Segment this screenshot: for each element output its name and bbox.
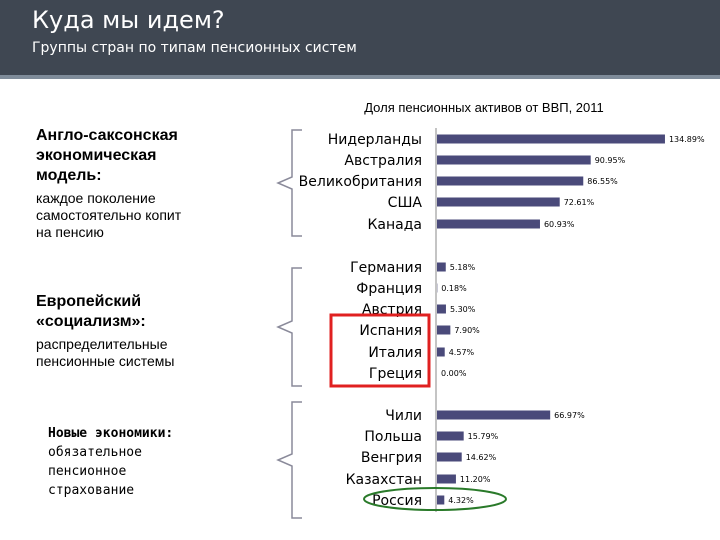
category-label: Чили	[385, 408, 422, 424]
bar	[437, 155, 591, 165]
category-label: Казахстан	[346, 472, 422, 488]
category-label: Польша	[364, 429, 422, 445]
category-label: Нидерланды	[328, 132, 422, 148]
group-title-line: Англо-саксонская	[36, 127, 178, 144]
group-title-line: экономическая	[36, 147, 157, 164]
group-desc-line: распределительные	[36, 336, 168, 352]
value-label: 60.93%	[544, 220, 575, 229]
value-label: 15.79%	[468, 432, 499, 441]
category-label: Венгрия	[361, 450, 422, 466]
bar	[437, 219, 540, 229]
group-desc-line: на пенсию	[36, 224, 104, 240]
category-label: Германия	[350, 260, 422, 276]
bar	[437, 134, 665, 144]
value-label: 66.97%	[554, 411, 585, 420]
category-label: Великобритания	[299, 174, 422, 190]
group-anglo-saxon: Англо-саксонская экономическая модель: к…	[36, 126, 266, 241]
highlight-ellipse	[363, 487, 507, 511]
group-desc-line: страхование	[48, 483, 135, 498]
group-title-line: модель:	[36, 167, 102, 184]
group-new-economies: Новые экономики: обязательное пенсионное…	[48, 424, 278, 500]
bar	[437, 431, 464, 441]
header-accent-bar	[0, 75, 720, 79]
value-label: 4.32%	[448, 496, 474, 505]
bar	[437, 262, 446, 272]
group-desc-line: самостоятельно копит	[36, 207, 182, 223]
group-title-line: Европейский	[36, 293, 142, 310]
bar	[437, 410, 551, 420]
group-european: Европейский «социализм»: распределительн…	[36, 292, 266, 370]
value-label: 11.20%	[460, 475, 491, 484]
value-label: 14.62%	[466, 453, 497, 462]
group-desc-line: каждое поколение	[36, 190, 156, 206]
group-braces	[276, 129, 302, 519]
value-label: 5.18%	[450, 263, 476, 272]
category-label: Канада	[367, 217, 422, 233]
value-label: 72.61%	[564, 198, 595, 207]
value-label: 4.57%	[449, 348, 475, 357]
bar	[437, 495, 445, 505]
group-title-line: Новые экономики:	[48, 426, 174, 441]
value-label: 5.30%	[450, 305, 476, 314]
group-desc-line: обязательное	[48, 445, 142, 460]
bar	[437, 347, 445, 357]
value-label: 90.95%	[595, 156, 626, 165]
group-brace	[276, 129, 302, 237]
group-brace	[276, 267, 302, 387]
value-label: 0.00%	[441, 369, 467, 378]
value-label: 134.89%	[669, 135, 705, 144]
category-label: Россия	[372, 493, 422, 509]
category-label: Испания	[359, 323, 422, 339]
category-label: Франция	[356, 281, 422, 297]
group-desc-line: пенсионные системы	[36, 353, 175, 369]
bar	[437, 197, 560, 207]
bar	[437, 176, 584, 186]
bar	[437, 325, 451, 335]
category-label: США	[388, 195, 423, 211]
bar	[437, 474, 456, 484]
bar	[437, 452, 462, 462]
slide-title: Куда мы идем?	[32, 6, 225, 34]
highlight-box	[329, 313, 431, 388]
group-title-line: «социализм»:	[36, 313, 146, 330]
category-label: Австралия	[344, 153, 422, 169]
category-label: Италия	[368, 345, 422, 361]
category-label: Греция	[369, 366, 422, 382]
group-brace	[276, 401, 302, 519]
slide-subtitle: Группы стран по типам пенсионных систем	[32, 40, 357, 56]
value-label: 86.55%	[587, 177, 618, 186]
bar	[437, 304, 446, 314]
value-label: 7.90%	[454, 326, 480, 335]
chart-title: Доля пенсионных активов от ВВП, 2011	[364, 100, 604, 115]
group-desc-line: пенсионное	[48, 464, 127, 479]
value-label: 0.18%	[441, 284, 467, 293]
slide-header: Куда мы идем? Группы стран по типам пенс…	[0, 0, 720, 75]
